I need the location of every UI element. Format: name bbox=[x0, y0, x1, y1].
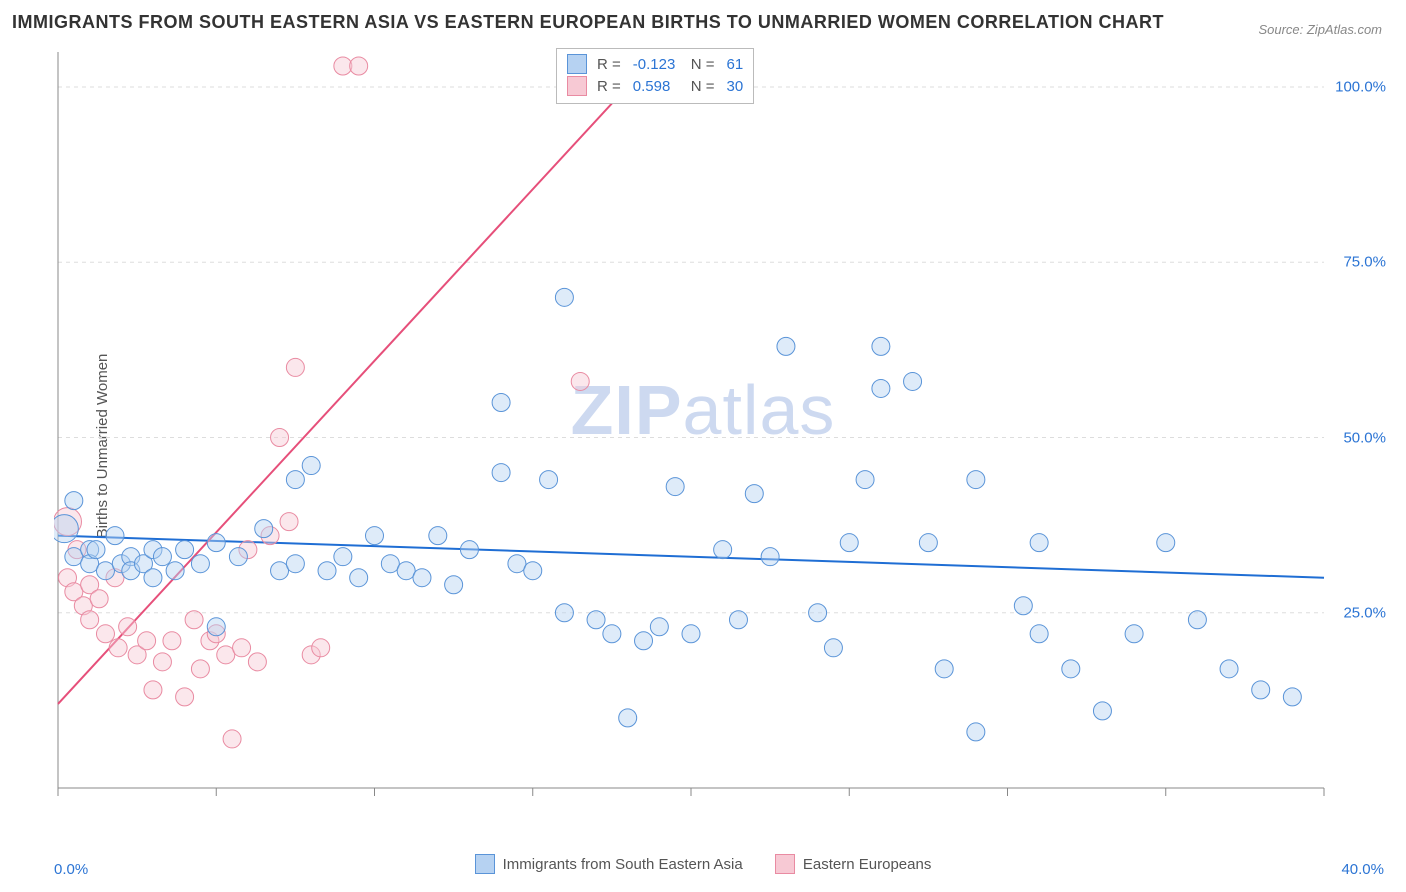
chart-title: IMMIGRANTS FROM SOUTH EASTERN ASIA VS EA… bbox=[12, 12, 1164, 33]
legend-swatch-pink bbox=[567, 76, 587, 96]
legend-swatch-pink bbox=[775, 854, 795, 874]
chart-svg bbox=[54, 48, 1384, 818]
legend-label-pink: Eastern Europeans bbox=[803, 856, 931, 873]
legend-statistics-box: R = -0.123 N = 61 R = 0.598 N = 30 bbox=[556, 48, 754, 104]
legend-n-value-blue: 61 bbox=[727, 56, 744, 73]
y-axis-tick-100: 100.0% bbox=[1335, 79, 1386, 96]
legend-r-label: R = bbox=[597, 78, 621, 95]
y-axis-tick-50: 50.0% bbox=[1343, 429, 1386, 446]
y-axis-tick-75: 75.0% bbox=[1343, 254, 1386, 271]
chart-source: Source: ZipAtlas.com bbox=[1258, 22, 1382, 37]
legend-item-blue: Immigrants from South Eastern Asia bbox=[475, 854, 743, 874]
legend-n-label: N = bbox=[691, 56, 715, 73]
legend-swatch-blue bbox=[567, 54, 587, 74]
legend-item-pink: Eastern Europeans bbox=[775, 854, 931, 874]
legend-n-value-pink: 30 bbox=[727, 78, 744, 95]
legend-n-label: N = bbox=[691, 78, 715, 95]
plot-area bbox=[54, 48, 1384, 818]
legend-row-pink: R = 0.598 N = 30 bbox=[567, 75, 743, 97]
legend-row-blue: R = -0.123 N = 61 bbox=[567, 53, 743, 75]
legend-r-value-blue: -0.123 bbox=[633, 56, 681, 73]
legend-series: Immigrants from South Eastern Asia Easte… bbox=[0, 854, 1406, 878]
legend-label-blue: Immigrants from South Eastern Asia bbox=[503, 856, 743, 873]
legend-r-value-pink: 0.598 bbox=[633, 78, 681, 95]
legend-r-label: R = bbox=[597, 56, 621, 73]
legend-swatch-blue bbox=[475, 854, 495, 874]
y-axis-tick-25: 25.0% bbox=[1343, 604, 1386, 621]
